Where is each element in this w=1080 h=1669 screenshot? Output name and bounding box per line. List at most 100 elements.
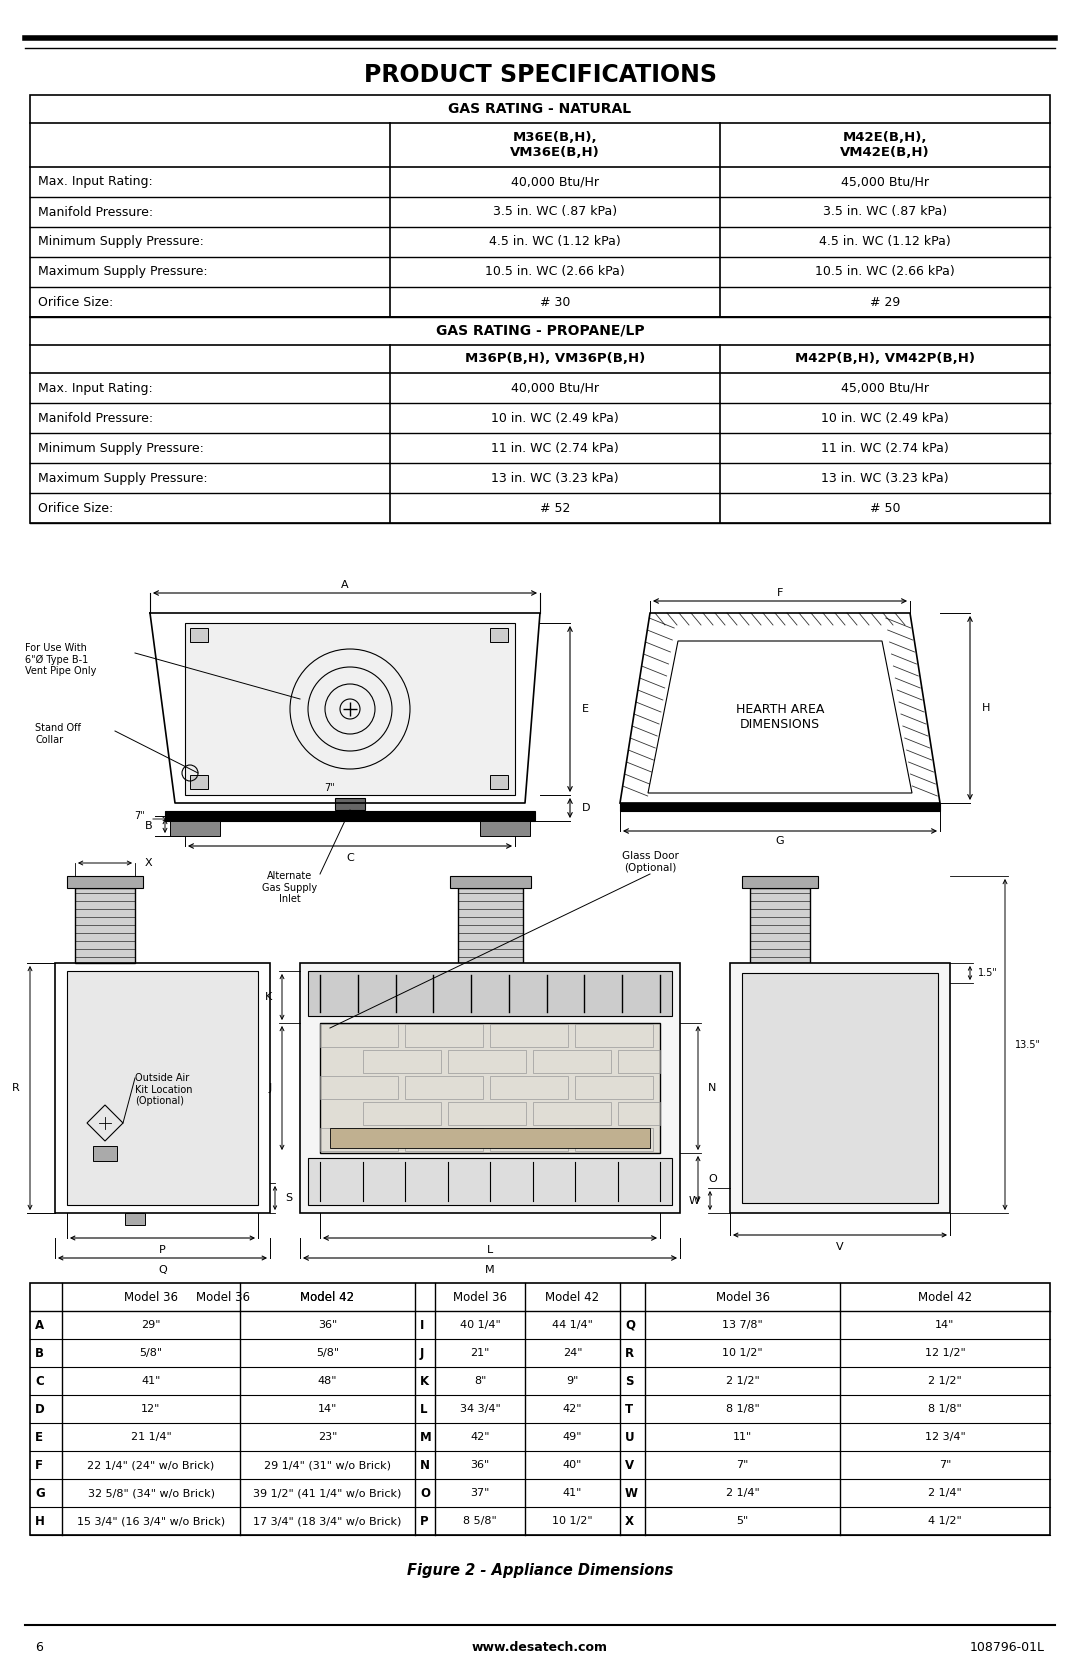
- Text: C: C: [346, 853, 354, 863]
- Text: L: L: [487, 1245, 494, 1255]
- Text: W: W: [689, 1195, 700, 1205]
- Bar: [320, 1077, 399, 1098]
- Text: G: G: [35, 1487, 44, 1499]
- Bar: [730, 963, 950, 1213]
- Text: 44 1/4": 44 1/4": [552, 1320, 593, 1330]
- Polygon shape: [620, 613, 940, 803]
- Text: H: H: [35, 1514, 45, 1527]
- Bar: [490, 628, 508, 643]
- Bar: [308, 971, 672, 1016]
- Text: 2 1/2": 2 1/2": [928, 1375, 962, 1385]
- Text: Manifold Pressure:: Manifold Pressure:: [38, 412, 153, 424]
- Bar: [55, 963, 270, 1213]
- Bar: [618, 1102, 660, 1125]
- Text: V: V: [625, 1459, 634, 1472]
- Text: Model 36: Model 36: [124, 1290, 178, 1303]
- Text: 29 1/4" (31" w/o Brick): 29 1/4" (31" w/o Brick): [264, 1460, 391, 1470]
- Text: 40": 40": [563, 1460, 582, 1470]
- Text: 12": 12": [141, 1404, 161, 1414]
- Text: C: C: [35, 1375, 44, 1387]
- Text: Figure 2 - Appliance Dimensions: Figure 2 - Appliance Dimensions: [407, 1562, 673, 1577]
- Text: 12 3/4": 12 3/4": [924, 1432, 966, 1442]
- Text: B: B: [35, 1347, 44, 1360]
- Text: 11": 11": [733, 1432, 752, 1442]
- Bar: [75, 888, 135, 963]
- Bar: [165, 811, 535, 821]
- Bar: [490, 1128, 568, 1152]
- Text: A: A: [341, 581, 349, 591]
- Text: 2 1/4": 2 1/4": [726, 1489, 759, 1499]
- Text: # 52: # 52: [540, 501, 570, 514]
- Bar: [30, 95, 1050, 317]
- Text: E: E: [35, 1430, 43, 1444]
- Text: N: N: [420, 1459, 430, 1472]
- Text: 32 5/8" (34" w/o Brick): 32 5/8" (34" w/o Brick): [87, 1489, 215, 1499]
- Bar: [405, 1025, 483, 1046]
- Bar: [620, 803, 940, 811]
- Text: G: G: [775, 836, 784, 846]
- Bar: [575, 1128, 653, 1152]
- Text: Minimum Supply Pressure:: Minimum Supply Pressure:: [38, 442, 204, 454]
- Text: 10.5 in. WC (2.66 kPa): 10.5 in. WC (2.66 kPa): [815, 265, 955, 279]
- Bar: [405, 1077, 483, 1098]
- Bar: [490, 774, 508, 789]
- Text: M42P(B,H), VM42P(B,H): M42P(B,H), VM42P(B,H): [795, 352, 975, 366]
- Bar: [447, 1102, 526, 1125]
- Text: 42": 42": [470, 1432, 489, 1442]
- Text: 40 1/4": 40 1/4": [460, 1320, 500, 1330]
- Text: 13 in. WC (3.23 kPa): 13 in. WC (3.23 kPa): [491, 472, 619, 484]
- Text: 1.5": 1.5": [978, 968, 998, 978]
- Text: Alternate
Gas Supply
Inlet: Alternate Gas Supply Inlet: [262, 871, 318, 905]
- Text: Q: Q: [625, 1319, 635, 1332]
- Bar: [185, 623, 515, 794]
- Text: 29": 29": [141, 1320, 161, 1330]
- Text: 23": 23": [318, 1432, 337, 1442]
- Text: # 50: # 50: [869, 501, 901, 514]
- Bar: [363, 1050, 441, 1073]
- Text: 7": 7": [737, 1460, 748, 1470]
- Text: H: H: [982, 703, 990, 713]
- Text: 41": 41": [141, 1375, 161, 1385]
- Text: A: A: [35, 1319, 44, 1332]
- Bar: [125, 1213, 145, 1225]
- Text: J: J: [420, 1347, 424, 1360]
- Bar: [330, 1128, 650, 1148]
- Bar: [575, 1025, 653, 1046]
- Text: 24": 24": [563, 1349, 582, 1359]
- Text: R: R: [625, 1347, 634, 1360]
- Text: 45,000 Btu/Hr: 45,000 Btu/Hr: [841, 382, 929, 394]
- Text: 10 1/2": 10 1/2": [552, 1515, 593, 1525]
- Text: J: J: [269, 1083, 272, 1093]
- Text: 2 1/2": 2 1/2": [726, 1375, 759, 1385]
- Text: Orifice Size:: Orifice Size:: [38, 501, 113, 514]
- Bar: [742, 973, 939, 1203]
- Text: Model 42: Model 42: [300, 1290, 354, 1303]
- Text: 42": 42": [563, 1404, 582, 1414]
- Bar: [363, 1102, 441, 1125]
- Text: 15 3/4" (16 3/4" w/o Brick): 15 3/4" (16 3/4" w/o Brick): [77, 1515, 225, 1525]
- Text: 14": 14": [318, 1404, 337, 1414]
- Text: 40,000 Btu/Hr: 40,000 Btu/Hr: [511, 175, 599, 189]
- Text: 45,000 Btu/Hr: 45,000 Btu/Hr: [841, 175, 929, 189]
- Text: N: N: [708, 1083, 716, 1093]
- Text: Maximum Supply Pressure:: Maximum Supply Pressure:: [38, 265, 207, 279]
- Text: X: X: [145, 858, 152, 868]
- Text: W: W: [625, 1487, 638, 1499]
- Text: 10 in. WC (2.49 kPa): 10 in. WC (2.49 kPa): [491, 412, 619, 424]
- Text: 36": 36": [471, 1460, 489, 1470]
- Text: Model 42: Model 42: [545, 1290, 599, 1303]
- Bar: [490, 1077, 568, 1098]
- Text: Stand Off
Collar: Stand Off Collar: [35, 723, 81, 744]
- Text: 108796-01L: 108796-01L: [970, 1641, 1045, 1654]
- Bar: [449, 876, 530, 888]
- Text: O: O: [420, 1487, 430, 1499]
- Text: 10 in. WC (2.49 kPa): 10 in. WC (2.49 kPa): [821, 412, 949, 424]
- Text: Outside Air
Kit Location
(Optional): Outside Air Kit Location (Optional): [135, 1073, 192, 1107]
- Text: Model 36: Model 36: [195, 1290, 249, 1303]
- Text: P: P: [420, 1514, 429, 1527]
- Bar: [320, 1023, 660, 1153]
- Text: 5/8": 5/8": [316, 1349, 339, 1359]
- Text: L: L: [420, 1402, 428, 1415]
- Text: 7": 7": [325, 783, 336, 793]
- Bar: [190, 628, 208, 643]
